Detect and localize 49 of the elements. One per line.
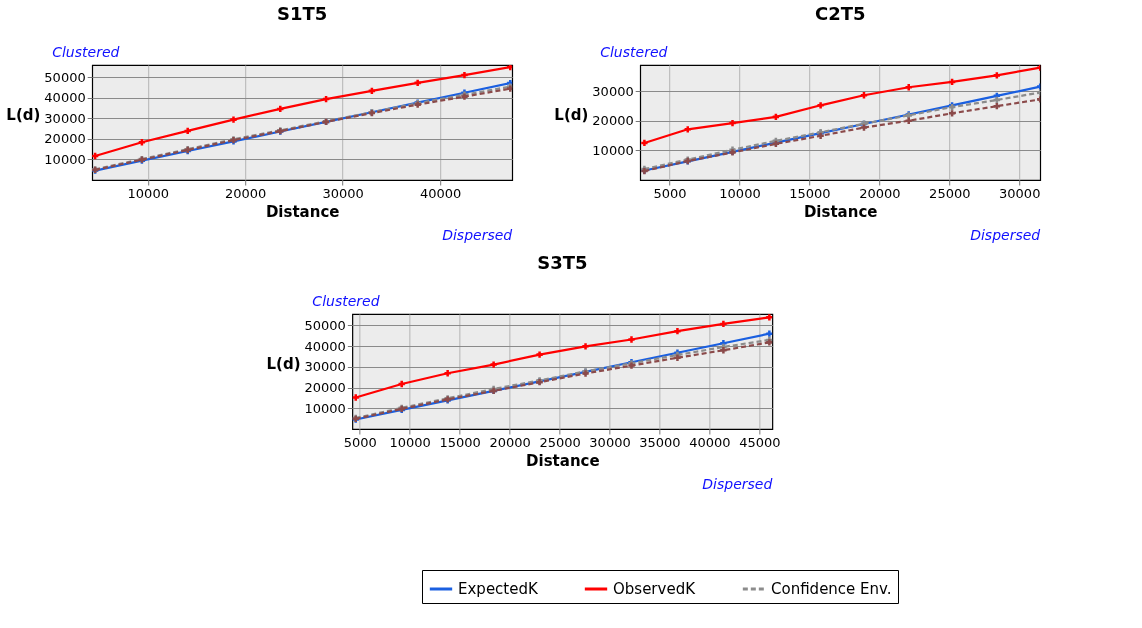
y-tick-label: 20000 (44, 131, 86, 147)
text: Dispersed (702, 476, 773, 492)
x-tick-label: 15000 (439, 434, 481, 450)
x-tick-label: 5000 (343, 434, 377, 450)
x-tick-label: 35000 (639, 434, 681, 450)
y-axis-title: L(d) (554, 106, 589, 124)
legend-label: Confidence Env. (771, 580, 892, 598)
text: Clustered (600, 44, 668, 60)
y-tick-label: 20000 (304, 380, 346, 396)
x-tick-label: 25000 (539, 434, 581, 450)
x-tick-label: 40000 (689, 434, 731, 450)
y-tick-label: 10000 (44, 151, 86, 167)
y-tick-label: 10000 (592, 142, 634, 158)
x-tick-label: 40000 (419, 185, 462, 201)
chart-title: S3T5 (537, 252, 588, 273)
text: Clustered (52, 44, 120, 60)
x-tick-label: 30000 (999, 185, 1041, 201)
x-tick-label: 45000 (739, 434, 781, 450)
chart-title: C2T5 (814, 3, 866, 24)
x-tick-label: 10000 (127, 185, 169, 201)
y-tick-label: 20000 (592, 113, 634, 129)
text: Clustered (312, 293, 380, 309)
y-axis-title: L(d) (266, 355, 301, 373)
legend-label: ExpectedK (458, 580, 539, 598)
y-tick-label: 40000 (44, 90, 86, 106)
y-tick-label: 50000 (304, 317, 346, 333)
x-tick-label: 20000 (225, 185, 267, 201)
legend-label: ObservedK (613, 580, 697, 598)
x-tick-label: 20000 (859, 185, 901, 201)
y-tick-label: 30000 (44, 110, 86, 126)
y-tick-label: 10000 (304, 400, 346, 416)
y-axis-title: L(d) (6, 106, 41, 124)
y-tick-label: 30000 (304, 359, 346, 375)
x-tick-label: 15000 (789, 185, 831, 201)
x-tick-label: 20000 (489, 434, 531, 450)
x-tick-label: 30000 (322, 185, 364, 201)
y-tick-label: 30000 (592, 83, 634, 99)
x-tick-label: 10000 (719, 185, 761, 201)
x-axis-title: Distance (265, 202, 340, 221)
y-tick-label: 40000 (304, 338, 346, 354)
text: Dispersed (970, 227, 1041, 243)
x-tick-label: 5000 (653, 185, 687, 201)
y-tick-label: 50000 (44, 69, 86, 85)
chart-title: S1T5 (277, 3, 328, 24)
text: Dispersed (442, 227, 513, 243)
x-tick-label: 10000 (389, 434, 431, 450)
x-axis-title: Distance (803, 202, 878, 221)
x-axis-title: Distance (526, 451, 600, 470)
x-tick-label: 25000 (929, 185, 971, 201)
